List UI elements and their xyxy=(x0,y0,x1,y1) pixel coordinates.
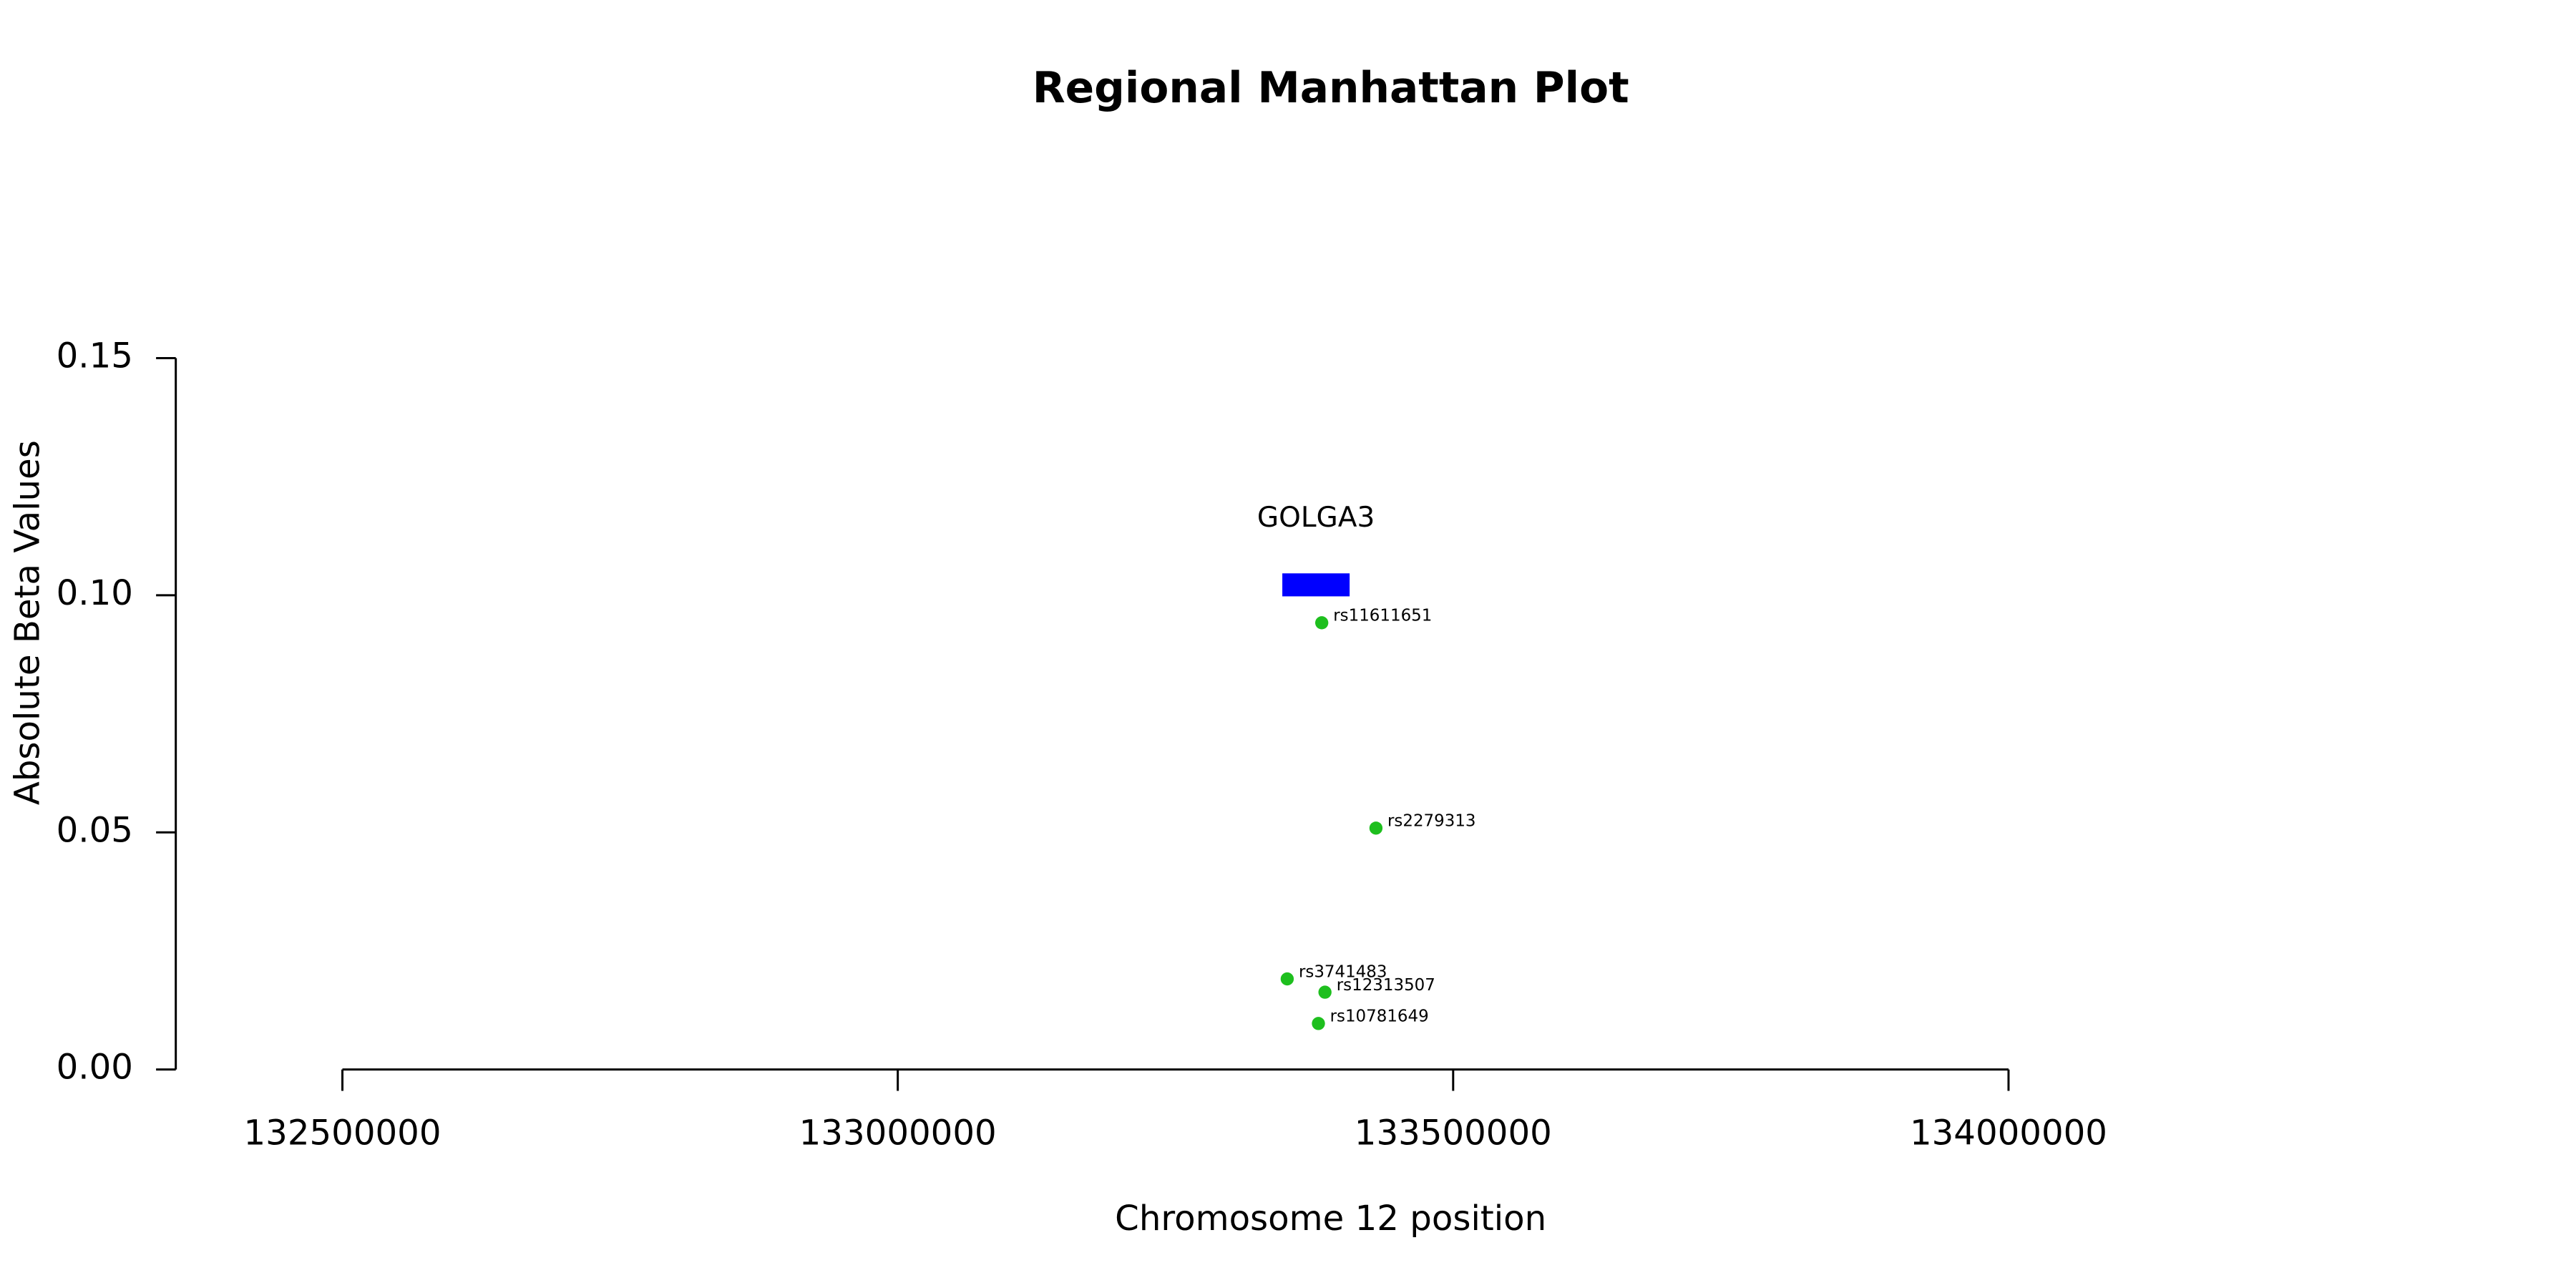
point xyxy=(1318,985,1332,999)
chart-title: Regional Manhattan Plot xyxy=(1033,64,1629,113)
x-tick-label: 133500000 xyxy=(1355,1113,1552,1153)
point-label: rs12313507 xyxy=(1337,976,1435,995)
point xyxy=(1369,821,1383,835)
y-tick-label: 0.00 xyxy=(57,1048,133,1088)
point-label: rs10781649 xyxy=(1330,1008,1429,1026)
point-label: rs3741483 xyxy=(1299,962,1387,981)
point-label: rs11611651 xyxy=(1333,607,1432,625)
y-tick-label: 0.15 xyxy=(57,336,133,376)
point-label: rs2279313 xyxy=(1387,812,1476,831)
y-axis-label: Absolute Beta Values xyxy=(7,440,47,805)
y-tick-label: 0.10 xyxy=(57,573,133,613)
x-tick-label: 132500000 xyxy=(243,1113,441,1153)
x-tick-label: 133000000 xyxy=(799,1113,997,1153)
gene xyxy=(1282,573,1350,597)
point xyxy=(1280,972,1294,986)
point xyxy=(1312,1017,1325,1030)
x-axis-label: Chromosome 12 position xyxy=(1115,1199,1546,1239)
x-tick-label: 134000000 xyxy=(1910,1113,2107,1153)
y-tick-label: 0.05 xyxy=(57,810,133,850)
gene-label: GOLGA3 xyxy=(1257,502,1375,534)
point xyxy=(1314,616,1329,630)
